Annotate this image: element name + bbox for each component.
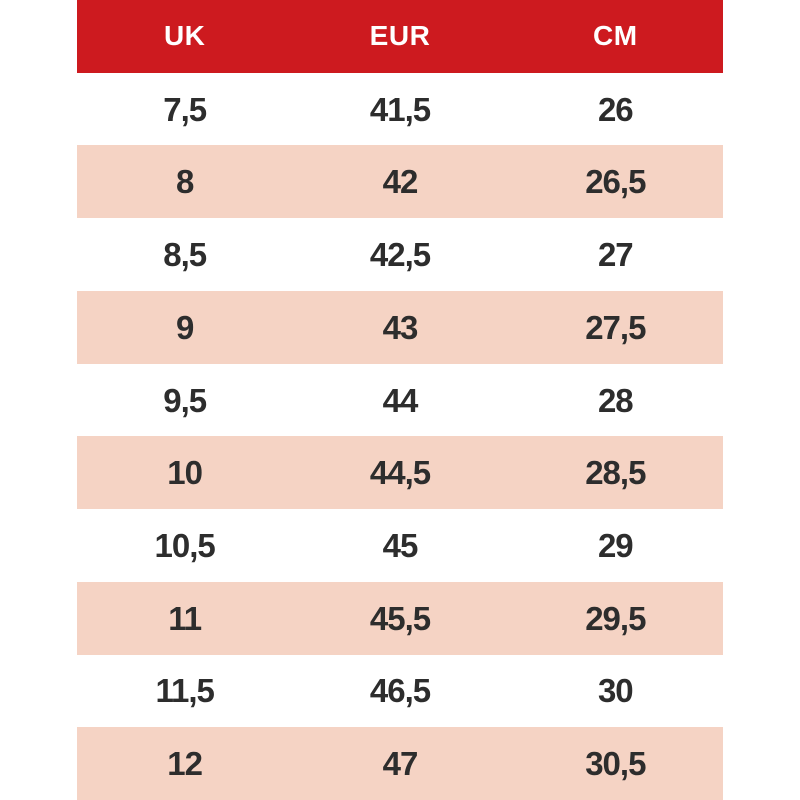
eur-size-cell: 47 bbox=[382, 745, 419, 783]
eur-size-cell: 43 bbox=[382, 308, 419, 346]
cm-size-cell: 30,5 bbox=[585, 745, 646, 783]
uk-size-cell: 7,5 bbox=[163, 90, 207, 128]
cm-size-cell: 26 bbox=[597, 90, 634, 128]
table-row: 7,5 41,5 26 bbox=[77, 73, 723, 146]
size-conversion-table: UK EUR CM 7,5 41,5 26 8 42 26,5 8,5 42,5… bbox=[77, 0, 723, 800]
eur-size-cell: 41,5 bbox=[369, 90, 431, 128]
eur-size-cell: 45 bbox=[382, 527, 419, 564]
cm-size-cell: 30 bbox=[597, 672, 634, 710]
table-row: 11,5 46,5 30 bbox=[77, 655, 723, 728]
uk-size-cell: 9 bbox=[175, 308, 194, 346]
table-row: 9,5 44 28 bbox=[77, 364, 723, 437]
eur-size-cell: 44,5 bbox=[369, 454, 431, 492]
header-row: UK EUR CM bbox=[77, 0, 723, 73]
cm-size-cell: 28,5 bbox=[585, 454, 646, 492]
uk-size-cell: 11,5 bbox=[155, 672, 214, 710]
eur-size-cell: 46,5 bbox=[369, 672, 431, 710]
uk-size-cell: 10 bbox=[167, 454, 203, 492]
table-row: 9 43 27,5 bbox=[77, 290, 723, 364]
cm-size-cell: 26,5 bbox=[585, 163, 646, 201]
cm-size-cell: 27,5 bbox=[585, 308, 646, 346]
uk-size-cell: 11 bbox=[168, 599, 202, 637]
eur-size-cell: 42 bbox=[382, 163, 419, 201]
uk-size-cell: 12 bbox=[167, 745, 203, 783]
uk-size-cell: 10,5 bbox=[154, 527, 216, 564]
table-row: 11 45,5 29,5 bbox=[77, 581, 723, 655]
column-header-eur: EUR bbox=[369, 20, 431, 52]
cm-size-cell: 28 bbox=[597, 381, 634, 419]
cm-size-cell: 29 bbox=[597, 527, 634, 564]
table-row: 8 42 26,5 bbox=[77, 145, 723, 219]
cm-size-cell: 27 bbox=[597, 236, 634, 274]
table-row: 10,5 45 29 bbox=[77, 509, 723, 582]
table-row: 8,5 42,5 27 bbox=[77, 218, 723, 291]
uk-size-cell: 9,5 bbox=[163, 381, 207, 419]
column-header-uk: UK bbox=[163, 20, 206, 52]
uk-size-cell: 8,5 bbox=[163, 236, 207, 274]
uk-size-cell: 8 bbox=[175, 163, 194, 201]
eur-size-cell: 42,5 bbox=[369, 236, 431, 274]
eur-size-cell: 45,5 bbox=[369, 599, 431, 637]
table-row: 12 47 30,5 bbox=[77, 727, 723, 800]
table-row: 10 44,5 28,5 bbox=[77, 436, 723, 510]
eur-size-cell: 44 bbox=[382, 381, 419, 419]
column-header-cm: CM bbox=[593, 20, 638, 52]
cm-size-cell: 29,5 bbox=[585, 599, 646, 637]
